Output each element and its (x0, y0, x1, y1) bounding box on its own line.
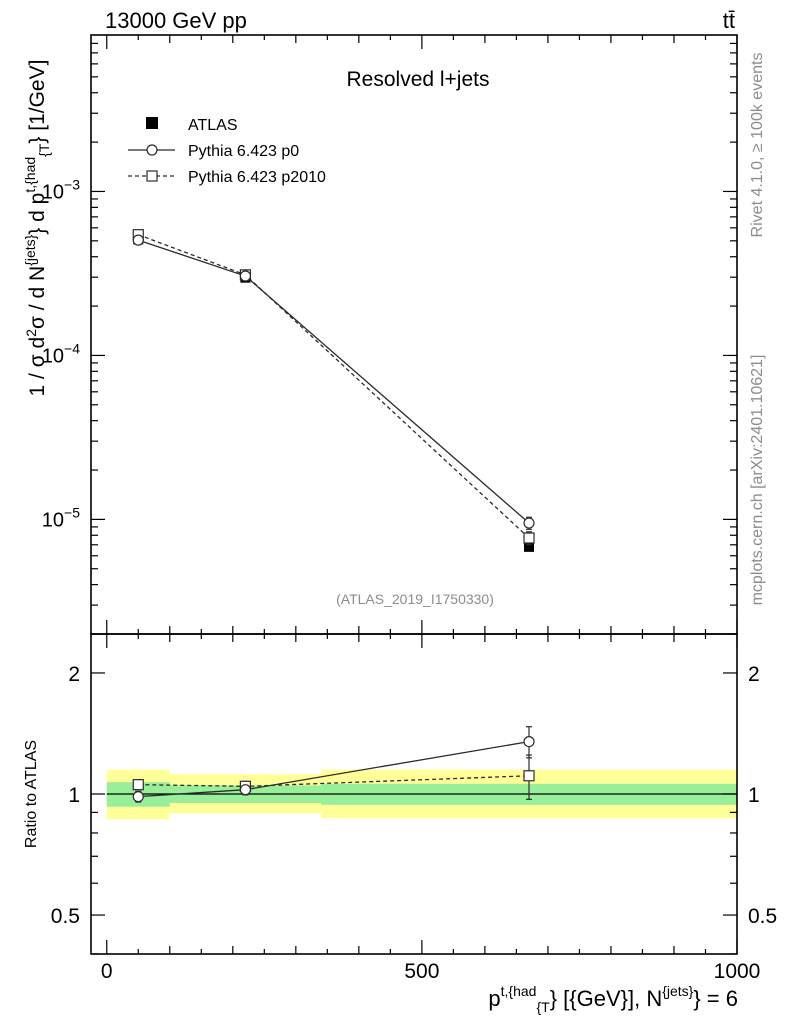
main-data (132, 229, 535, 552)
legend-item-pythia-p2010: Pythia 6.423 p2010 (128, 169, 326, 186)
ratio-ytick-label-left: 1 (68, 784, 80, 807)
xlabel: pt,{had{T} [{GeV}], N{jets}} = 6 (488, 983, 738, 1015)
ratio-ytick-label-right: 0.5 (748, 905, 777, 928)
ratio-ytick-label-left: 0.5 (51, 905, 80, 928)
ratio-ytick-label-right: 1 (748, 784, 760, 807)
ratio-bands (106, 769, 737, 820)
main-ticks: 10−5 10−4 10−3 (42, 35, 738, 635)
xtick-label: 0 (101, 960, 113, 983)
ratio-p0-point (239, 784, 252, 796)
p0-point (132, 234, 144, 246)
ratio-ytick-label-left: 2 (68, 663, 80, 686)
rivet-label: Rivet 4.1.0, ≥ 100k events (749, 53, 766, 238)
legend-label-atlas: ATLAS (188, 117, 238, 134)
xtick-label: 500 (404, 960, 439, 983)
p2010-point (523, 532, 535, 544)
ratio-p2010-point (523, 770, 535, 782)
legend-marker-atlas (146, 117, 158, 129)
legend-marker-p0 (146, 144, 158, 156)
legend-item-pythia-p0: Pythia 6.423 p0 (128, 143, 299, 160)
ratio-data (132, 726, 535, 803)
main-title: Resolved l+jets (347, 68, 490, 91)
process-label: tt̄ (723, 8, 735, 33)
main-ytick-label: 10−4 (42, 340, 80, 367)
p0-point (239, 270, 252, 282)
collision-label: 13000 GeV pp (105, 8, 247, 33)
p0-line (138, 239, 530, 524)
ratio-p2010-point (132, 779, 144, 791)
p0-point (523, 517, 535, 529)
legend-label-p2010: Pythia 6.423 p2010 (188, 169, 326, 186)
main-ylabel: 1 / σ d2σ / d N{jets}} d pt,{had{T} [1/G… (22, 60, 52, 397)
legend-label-p0: Pythia 6.423 p0 (188, 143, 299, 160)
ratio-ticks: 0.5 0.5 1 1 2 2 0 500 1000 (51, 634, 777, 983)
legend-marker-p2010 (146, 170, 158, 182)
ratio-ytick-label-right: 2 (748, 663, 760, 686)
main-ytick-label: 10−5 (42, 504, 80, 531)
main-ytick-label: 10−3 (42, 176, 80, 203)
legend-item-atlas: ATLAS (146, 117, 238, 134)
xtick-label: 1000 (714, 960, 761, 983)
atlas-point (524, 541, 535, 552)
legend: ATLAS Pythia 6.423 p0 Pythia 6.423 p2010 (128, 117, 326, 186)
mcplots-label: mcplots.cern.ch [arXiv:2401.10621] (749, 355, 766, 606)
ratio-p0-point (132, 791, 144, 803)
watermark: (ATLAS_2019_I1750330) (336, 591, 494, 607)
p2010-line (138, 234, 530, 539)
ratio-p0-point (523, 735, 535, 748)
ratio-ylabel: Ratio to ATLAS (23, 740, 40, 848)
